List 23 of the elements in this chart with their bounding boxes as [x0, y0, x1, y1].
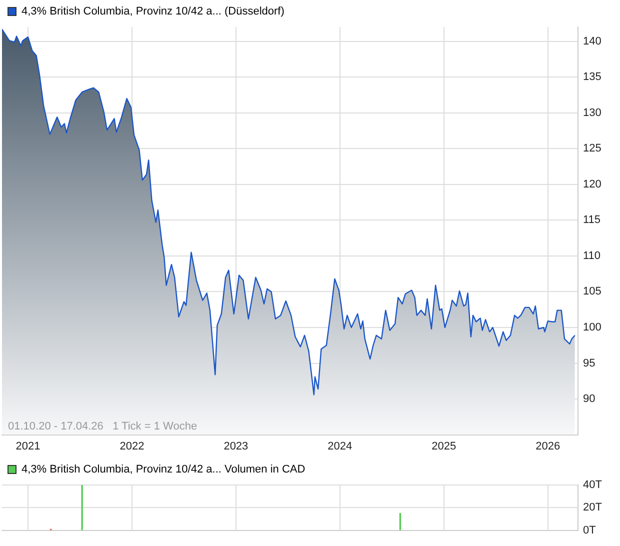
x-tick-label: 2026	[536, 440, 560, 452]
y-tick-label: 90	[583, 393, 596, 406]
y-tick-label: 95	[583, 357, 596, 370]
x-tick-label: 2024	[328, 440, 352, 452]
y-tick-label: 100	[583, 322, 602, 334]
annotation: 01.10.20 - 17.04.26 1 Tick = 1 Woche	[8, 420, 198, 432]
legend-label: 4,3% British Columbia, Provinz 10/42 a... (Düsseldorf)	[22, 6, 284, 18]
x-tick-label: 2022	[120, 440, 144, 452]
y-tick-label: 125	[583, 142, 602, 155]
x-tick-label: 2021	[16, 440, 40, 452]
y-tick-label: 120	[583, 178, 602, 190]
legend-label: 4,3% British Columbia, Provinz 10/42 a... Volumen in CAD	[22, 464, 306, 476]
y-tick-label: 115	[583, 214, 601, 226]
y-tick-label: 0T	[583, 524, 596, 536]
y-tick-label: 140	[583, 35, 602, 48]
x-tick-label: 2025	[432, 440, 456, 452]
y-tick-label: 20T	[583, 502, 602, 514]
y-tick-label: 110	[583, 250, 601, 262]
y-tick-label: 135	[583, 71, 602, 84]
y-tick-label: 40T	[583, 479, 602, 492]
x-tick-label: 2023	[224, 440, 248, 452]
y-tick-label: 105	[583, 286, 602, 298]
y-tick-label: 130	[583, 106, 602, 119]
